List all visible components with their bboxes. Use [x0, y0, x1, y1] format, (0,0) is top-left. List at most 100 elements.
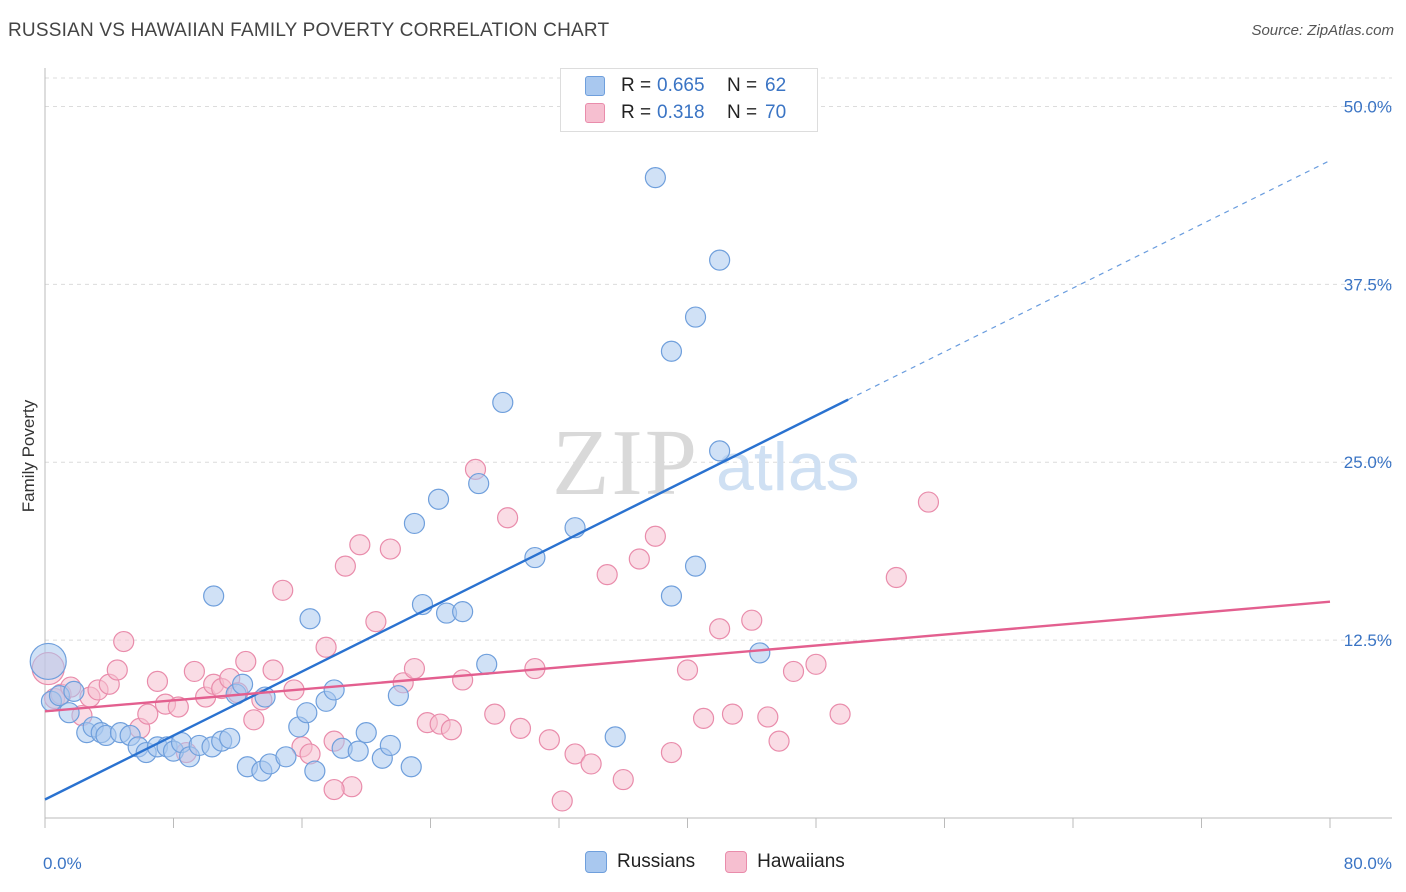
russian-point: [58, 702, 80, 724]
x-tick-label: 80.0%: [1344, 854, 1392, 873]
legend: R = 0.665 N = 62 R = 0.318 N = 70: [560, 68, 818, 132]
legend-n-value: 62: [765, 75, 787, 96]
legend-n-label: N =: [727, 75, 758, 96]
russian-point: [660, 340, 683, 362]
chart-title: RUSSIAN VS HAWAIIAN FAMILY POVERTY CORRE…: [8, 20, 610, 41]
russian-point: [347, 740, 369, 762]
hawaiians-swatch: [725, 851, 748, 873]
hawaiian-point: [365, 611, 387, 633]
russian-point: [684, 306, 707, 328]
russian-point: [400, 756, 422, 778]
y-tick-label: 25.0%: [1344, 453, 1392, 472]
hawaiian-point: [106, 659, 128, 681]
hawaiian-point: [628, 548, 650, 570]
watermark: ZIP atlas: [552, 411, 860, 515]
hawaiian-point: [692, 707, 715, 729]
russian-point: [323, 679, 345, 701]
russian-point: [524, 546, 546, 569]
russian-point: [275, 746, 297, 768]
legend-n-value: 70: [765, 102, 787, 123]
hawaiian-point: [403, 657, 426, 680]
legend-row-russians: R = 0.665 N = 62: [585, 73, 786, 99]
russian-point: [749, 642, 771, 664]
x-tick-label: 0.0%: [43, 854, 82, 873]
hawaiian-point: [709, 618, 731, 640]
russian-point: [427, 488, 450, 510]
russian-point: [231, 673, 254, 695]
russian-point: [63, 680, 85, 702]
russian-point: [468, 472, 490, 495]
hawaiian-point: [272, 579, 294, 601]
hawaiian-point: [323, 778, 345, 801]
legend-label-russians: Russians: [617, 851, 696, 872]
hawaiian-point: [580, 753, 602, 775]
hawaiian-point: [564, 743, 586, 765]
hawaiian-point: [379, 538, 401, 560]
chart-source: Source: ZipAtlas.com: [1251, 22, 1394, 39]
hawaiian-point: [262, 659, 284, 681]
hawaiian-point: [440, 719, 462, 741]
y-tick-label: 12.5%: [1344, 631, 1392, 650]
hawaiian-point: [315, 636, 337, 658]
hawaiian-point: [349, 534, 371, 556]
hawaiian-point: [596, 564, 618, 586]
legend-row-hawaiians: R = 0.318 N = 70: [585, 100, 786, 126]
russian-point: [387, 685, 409, 707]
hawaiians-swatch: [585, 103, 605, 123]
hawaiian-point: [782, 660, 805, 683]
russian-point: [355, 722, 377, 744]
hawaiian-point: [484, 703, 506, 725]
russian-point: [709, 249, 731, 271]
legend-label-hawaiians: Hawaiians: [757, 851, 845, 872]
hawaiians-trend-line: [44, 600, 1331, 713]
y-tick-label: 50.0%: [1344, 97, 1392, 116]
russian-point: [709, 440, 731, 462]
hawaiian-point: [768, 730, 790, 752]
watermark-atlas: atlas: [716, 429, 860, 505]
legend-r-label: R =: [621, 75, 652, 96]
russian-point: [604, 726, 626, 748]
hawaiian-point: [660, 741, 683, 764]
russian-point: [403, 512, 426, 535]
hawaiian-point: [137, 703, 159, 725]
russians-swatch: [585, 76, 605, 96]
russians-trend-line: [44, 398, 849, 801]
trend-lines: [44, 160, 1331, 801]
hawaiian-point: [167, 696, 189, 718]
y-tick-label: 37.5%: [1344, 275, 1392, 294]
russian-point: [299, 608, 321, 630]
legend-r-value: 0.318: [657, 102, 705, 123]
hawaiian-point: [452, 669, 474, 691]
russian-point: [476, 653, 498, 675]
hawaiian-point: [917, 491, 940, 513]
russian-point: [29, 642, 67, 681]
hawaiian-point: [146, 670, 169, 692]
hawaiian-point: [183, 660, 205, 683]
russian-point: [219, 727, 241, 749]
hawaiian-point: [644, 525, 666, 547]
russian-point: [296, 702, 318, 724]
hawaiian-point: [829, 703, 851, 725]
hawaiian-point: [235, 650, 257, 673]
hawaiian-point: [538, 729, 560, 751]
hawaiian-point: [741, 609, 763, 631]
legend-r-label: R =: [621, 102, 652, 123]
russian-point: [304, 760, 326, 782]
hawaiian-point: [113, 630, 135, 653]
russian-point: [644, 167, 666, 189]
hawaiian-point: [676, 659, 699, 681]
russians-trend-extension: [847, 160, 1331, 401]
tick-labels: 12.5% 25.0% 37.5% 50.0% 0.0% 80.0%: [43, 97, 1392, 873]
russian-point: [492, 391, 514, 414]
russian-point: [660, 585, 683, 607]
hawaiian-point: [721, 703, 744, 725]
legend-item-hawaiians: Hawaiians: [725, 851, 845, 873]
y-axis-label: Family Poverty: [19, 399, 38, 512]
russians-swatch: [585, 851, 607, 873]
hawaiian-point: [243, 709, 265, 731]
hawaiian-point: [885, 566, 907, 589]
legend-item-russians: Russians: [585, 851, 695, 873]
russian-point: [203, 585, 225, 607]
grid-lines: [45, 77, 1392, 641]
